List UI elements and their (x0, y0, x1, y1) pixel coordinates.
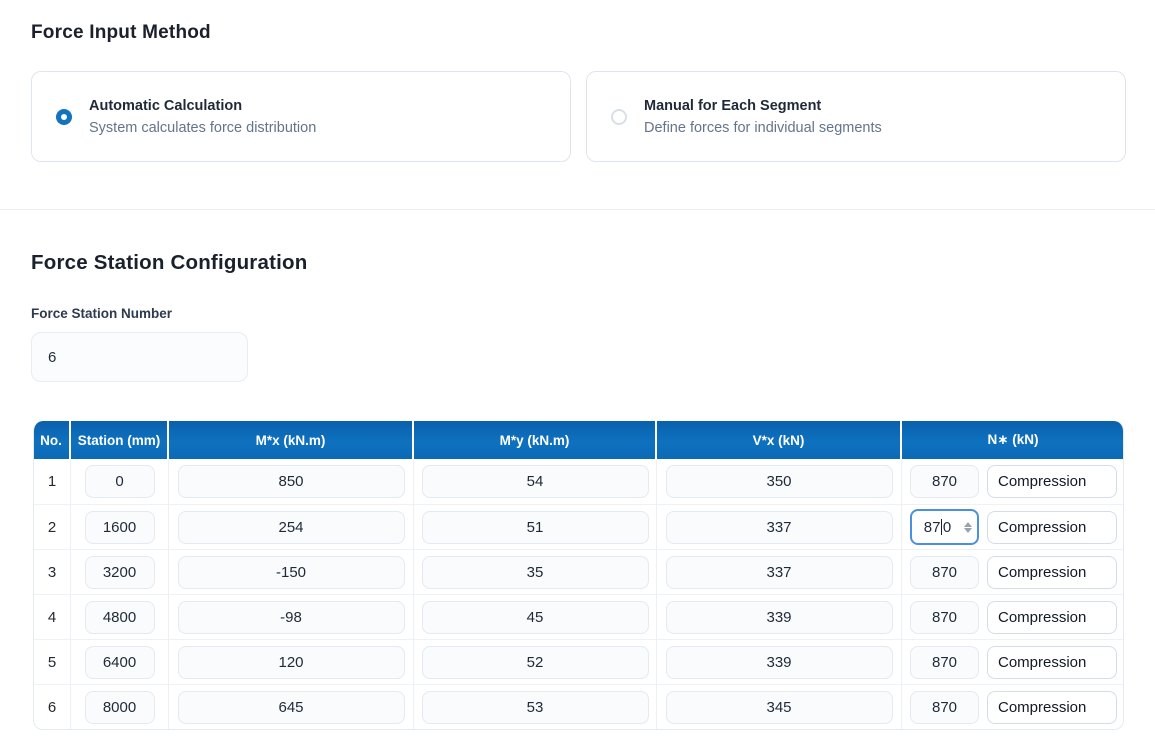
header-no: No. (34, 421, 69, 459)
option-description: Define forces for individual segments (644, 119, 882, 136)
n-input-focused[interactable]: 87 0 (910, 509, 979, 545)
n-input[interactable] (910, 600, 979, 634)
header-station: Station (mm) (69, 421, 167, 459)
n-type-select[interactable]: Compression (987, 510, 1117, 544)
station-input[interactable] (84, 600, 155, 634)
station-input[interactable] (84, 465, 155, 498)
station-input[interactable] (84, 645, 155, 679)
my-input[interactable] (421, 555, 649, 589)
option-label: Automatic Calculation (89, 97, 243, 114)
n-input[interactable] (910, 465, 979, 498)
n-type-select[interactable]: Compression (987, 690, 1117, 724)
row-number: 5 (47, 653, 57, 671)
text-caret (940, 519, 943, 535)
mx-input[interactable] (177, 600, 405, 634)
option-description: System calculates force distribution (89, 119, 317, 136)
number-spinner (964, 511, 972, 543)
option-text: Automatic Calculation System calculates … (89, 98, 316, 136)
table-row: 4 Compression (34, 594, 1123, 639)
force-input-method-section: Force Input Method Automatic Calculation… (0, 0, 1155, 210)
n-type-select[interactable]: Compression (987, 555, 1117, 589)
force-station-number-input[interactable] (31, 332, 248, 382)
header-my: M*y (kN.m) (412, 421, 655, 459)
radio-unselected-icon[interactable] (611, 108, 627, 125)
n-input[interactable] (910, 645, 979, 679)
mx-input[interactable] (177, 465, 405, 498)
row-number: 6 (47, 698, 57, 716)
table-row: 2 870 Compression (34, 504, 1123, 549)
option-automatic-calculation[interactable]: Automatic Calculation System calculates … (31, 71, 571, 162)
option-text: Manual for Each Segment Define forces fo… (644, 98, 882, 136)
force-station-configuration-section: Force Station Configuration Force Statio… (0, 210, 1155, 730)
header-n: N∗ (kN) (900, 421, 1123, 459)
input-method-options: Automatic Calculation System calculates … (31, 71, 1126, 162)
section-title-force-input-method: Force Input Method (31, 22, 211, 43)
header-mx: M*x (kN.m) (167, 421, 412, 459)
table-header-row: No. Station (mm) M*x (kN.m) M*y (kN.m) V… (34, 421, 1123, 459)
radio-selected-icon[interactable] (56, 108, 72, 125)
row-number: 2 (47, 518, 57, 536)
spinner-up-icon[interactable] (964, 521, 972, 527)
n-type-select[interactable]: Compression (987, 600, 1117, 634)
station-input[interactable] (84, 555, 155, 589)
vx-input[interactable] (665, 600, 893, 634)
mx-input[interactable] (177, 555, 405, 589)
table-row: 6 Compression (34, 684, 1123, 729)
row-number: 3 (47, 563, 57, 581)
mx-input[interactable] (177, 690, 405, 724)
option-manual-each-segment[interactable]: Manual for Each Segment Define forces fo… (586, 71, 1126, 162)
table-row: 5 Compression (34, 639, 1123, 684)
mx-input[interactable] (177, 645, 405, 679)
force-station-table: No. Station (mm) M*x (kN.m) M*y (kN.m) V… (33, 421, 1124, 730)
spinner-down-icon[interactable] (964, 527, 972, 533)
n-type-select[interactable]: Compression (987, 645, 1117, 679)
option-label: Manual for Each Segment (644, 97, 822, 114)
my-input[interactable] (421, 510, 649, 544)
n-input[interactable] (910, 555, 979, 589)
n-value-before-caret: 87 (923, 518, 941, 536)
station-input[interactable] (84, 690, 155, 724)
vx-input[interactable] (665, 690, 893, 724)
table-row: 3 Compression (34, 549, 1123, 594)
header-vx: V*x (kN) (655, 421, 900, 459)
table-row: 1 Compression (34, 459, 1123, 504)
vx-input[interactable] (665, 645, 893, 679)
n-type-select[interactable]: Compression (987, 465, 1117, 498)
row-number: 4 (47, 608, 57, 626)
my-input[interactable] (421, 465, 649, 498)
vx-input[interactable] (665, 510, 893, 544)
row-number: 1 (47, 473, 57, 490)
vx-input[interactable] (665, 555, 893, 589)
section-title-force-station-configuration: Force Station Configuration (31, 251, 308, 274)
my-input[interactable] (421, 690, 649, 724)
n-input[interactable] (910, 690, 979, 724)
station-input[interactable] (84, 510, 155, 544)
my-input[interactable] (421, 600, 649, 634)
force-station-number-label: Force Station Number (31, 306, 173, 321)
vx-input[interactable] (665, 465, 893, 498)
mx-input[interactable] (177, 510, 405, 544)
my-input[interactable] (421, 645, 649, 679)
n-value-after-caret: 0 (942, 518, 952, 536)
